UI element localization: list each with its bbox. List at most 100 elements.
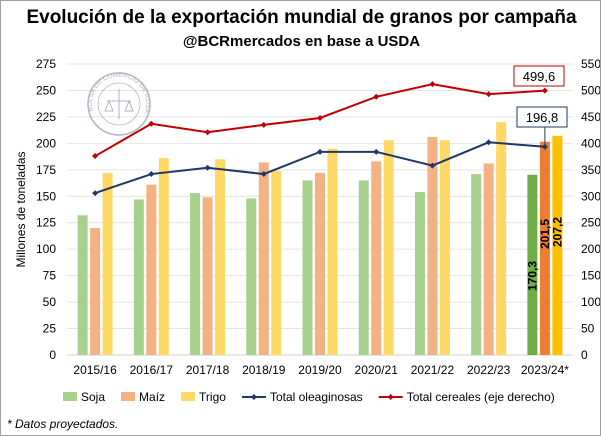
y-tick-label: 125: [36, 216, 56, 230]
line-marker: [541, 87, 548, 94]
line-marker: [429, 162, 436, 169]
y-tick-label: 275: [36, 57, 56, 71]
y2-tick-label: 0: [581, 348, 588, 362]
y-tick-label: 0: [49, 348, 56, 362]
x-tick-label: 2023/24*: [521, 363, 569, 377]
bar-maíz: [146, 184, 157, 355]
bar-soja: [471, 174, 482, 355]
y2-tick-label: 400: [581, 136, 601, 150]
line-marker: [317, 114, 323, 121]
y-axis-label: Millones de toneladas: [14, 151, 28, 267]
line-marker: [541, 143, 548, 150]
line-marker: [485, 91, 492, 98]
legend-marker: [250, 394, 257, 400]
logo-inner-ring: [97, 82, 141, 126]
logo-seal: BOLSA DE COMERCIO DE ROSARIO: [1, 1, 151, 136]
oleaginosas-data-label: 196,8: [526, 110, 559, 125]
line-marker: [429, 81, 436, 88]
line-marker: [485, 139, 492, 146]
y2-tick-label: 500: [581, 83, 601, 97]
bar-soja: [190, 193, 201, 355]
bar-maíz: [483, 163, 494, 355]
bar-data-label: 201,5: [538, 219, 552, 249]
bar-maíz: [539, 141, 550, 355]
x-tick-label: 2020/21: [355, 363, 399, 377]
legend-label: Total cereales (eje derecho): [407, 390, 555, 404]
line-marker: [92, 153, 99, 160]
bar-maíz: [202, 197, 213, 355]
bar-maíz: [90, 228, 101, 355]
footnote: * Datos proyectados.: [7, 417, 119, 431]
logo-text: BOLSA DE COMERCIO DE ROSARIO: [1, 1, 151, 114]
bar-soja: [133, 199, 144, 355]
bar-maíz: [427, 137, 438, 355]
legend-label: Soja: [81, 390, 105, 404]
bar-soja: [527, 174, 538, 355]
line-marker: [204, 129, 211, 136]
y2-tick-label: 350: [581, 163, 601, 177]
y2-tick-label: 450: [581, 110, 601, 124]
y-tick-label: 150: [36, 189, 56, 203]
legend-label: Maíz: [139, 390, 165, 404]
bar-trigo: [552, 135, 563, 355]
y-tick-label: 25: [43, 322, 57, 336]
y-tick-label: 250: [36, 83, 56, 97]
y-tick-label: 225: [36, 110, 56, 124]
line-marker: [373, 148, 380, 155]
y-tick-label: 100: [36, 242, 56, 256]
legend-label: Total oleaginosas: [270, 390, 363, 404]
legend-swatch: [121, 392, 136, 401]
y-tick-label: 175: [36, 163, 56, 177]
line-marker: [92, 190, 99, 197]
bar-data-label: 207,2: [550, 217, 564, 247]
bar-trigo: [439, 140, 450, 355]
y2-tick-label: 200: [581, 242, 601, 256]
legend-swatch: [181, 392, 196, 401]
x-tick-label: 2022/23: [467, 363, 511, 377]
oleaginosas-data-label-box: [516, 106, 568, 128]
y-tick-label: 200: [36, 136, 56, 150]
chart-subtitle: @BCRmercados en base a USDA: [182, 33, 421, 50]
y2-tick-label: 300: [581, 189, 601, 203]
bar-soja: [77, 215, 88, 355]
legend-marker: [387, 394, 394, 400]
x-tick-label: 2017/18: [186, 363, 230, 377]
cereales-data-label-box: [513, 65, 565, 87]
bar-trigo: [158, 158, 169, 355]
chart-title: Evolución de la exportación mundial de g…: [26, 7, 577, 28]
line-marker: [148, 120, 155, 127]
bar-soja: [358, 180, 369, 355]
y-tick-label: 50: [43, 295, 57, 309]
x-tick-label: 2015/16: [73, 363, 117, 377]
y-tick-label: 75: [43, 269, 57, 283]
line-marker: [260, 171, 267, 178]
line-marker: [260, 121, 267, 128]
y2-tick-label: 150: [581, 269, 601, 283]
bar-data-label: 170,3: [525, 261, 539, 291]
y2-tick-label: 100: [581, 295, 601, 309]
x-tick-label: 2021/22: [411, 363, 455, 377]
y2-tick-label: 250: [581, 216, 601, 230]
scales-icon: [104, 89, 134, 119]
x-tick-label: 2019/20: [298, 363, 342, 377]
bar-soja: [302, 180, 313, 355]
line-marker: [373, 93, 380, 100]
x-tick-label: 2016/17: [130, 363, 174, 377]
y2-tick-label: 550: [581, 57, 601, 71]
bar-trigo: [215, 159, 226, 355]
y2-tick-label: 50: [581, 322, 595, 336]
bar-trigo: [102, 172, 113, 355]
line-marker: [204, 164, 211, 171]
x-tick-label: 2018/19: [242, 363, 286, 377]
bar-soja: [246, 198, 257, 355]
bar-trigo: [327, 148, 338, 355]
bar-soja: [414, 192, 425, 355]
bar-maíz: [371, 161, 382, 355]
bar-maíz: [258, 162, 269, 355]
line-marker: [148, 171, 155, 178]
bar-trigo: [383, 140, 394, 355]
line-marker: [317, 148, 323, 155]
logo-ring: [87, 72, 151, 136]
